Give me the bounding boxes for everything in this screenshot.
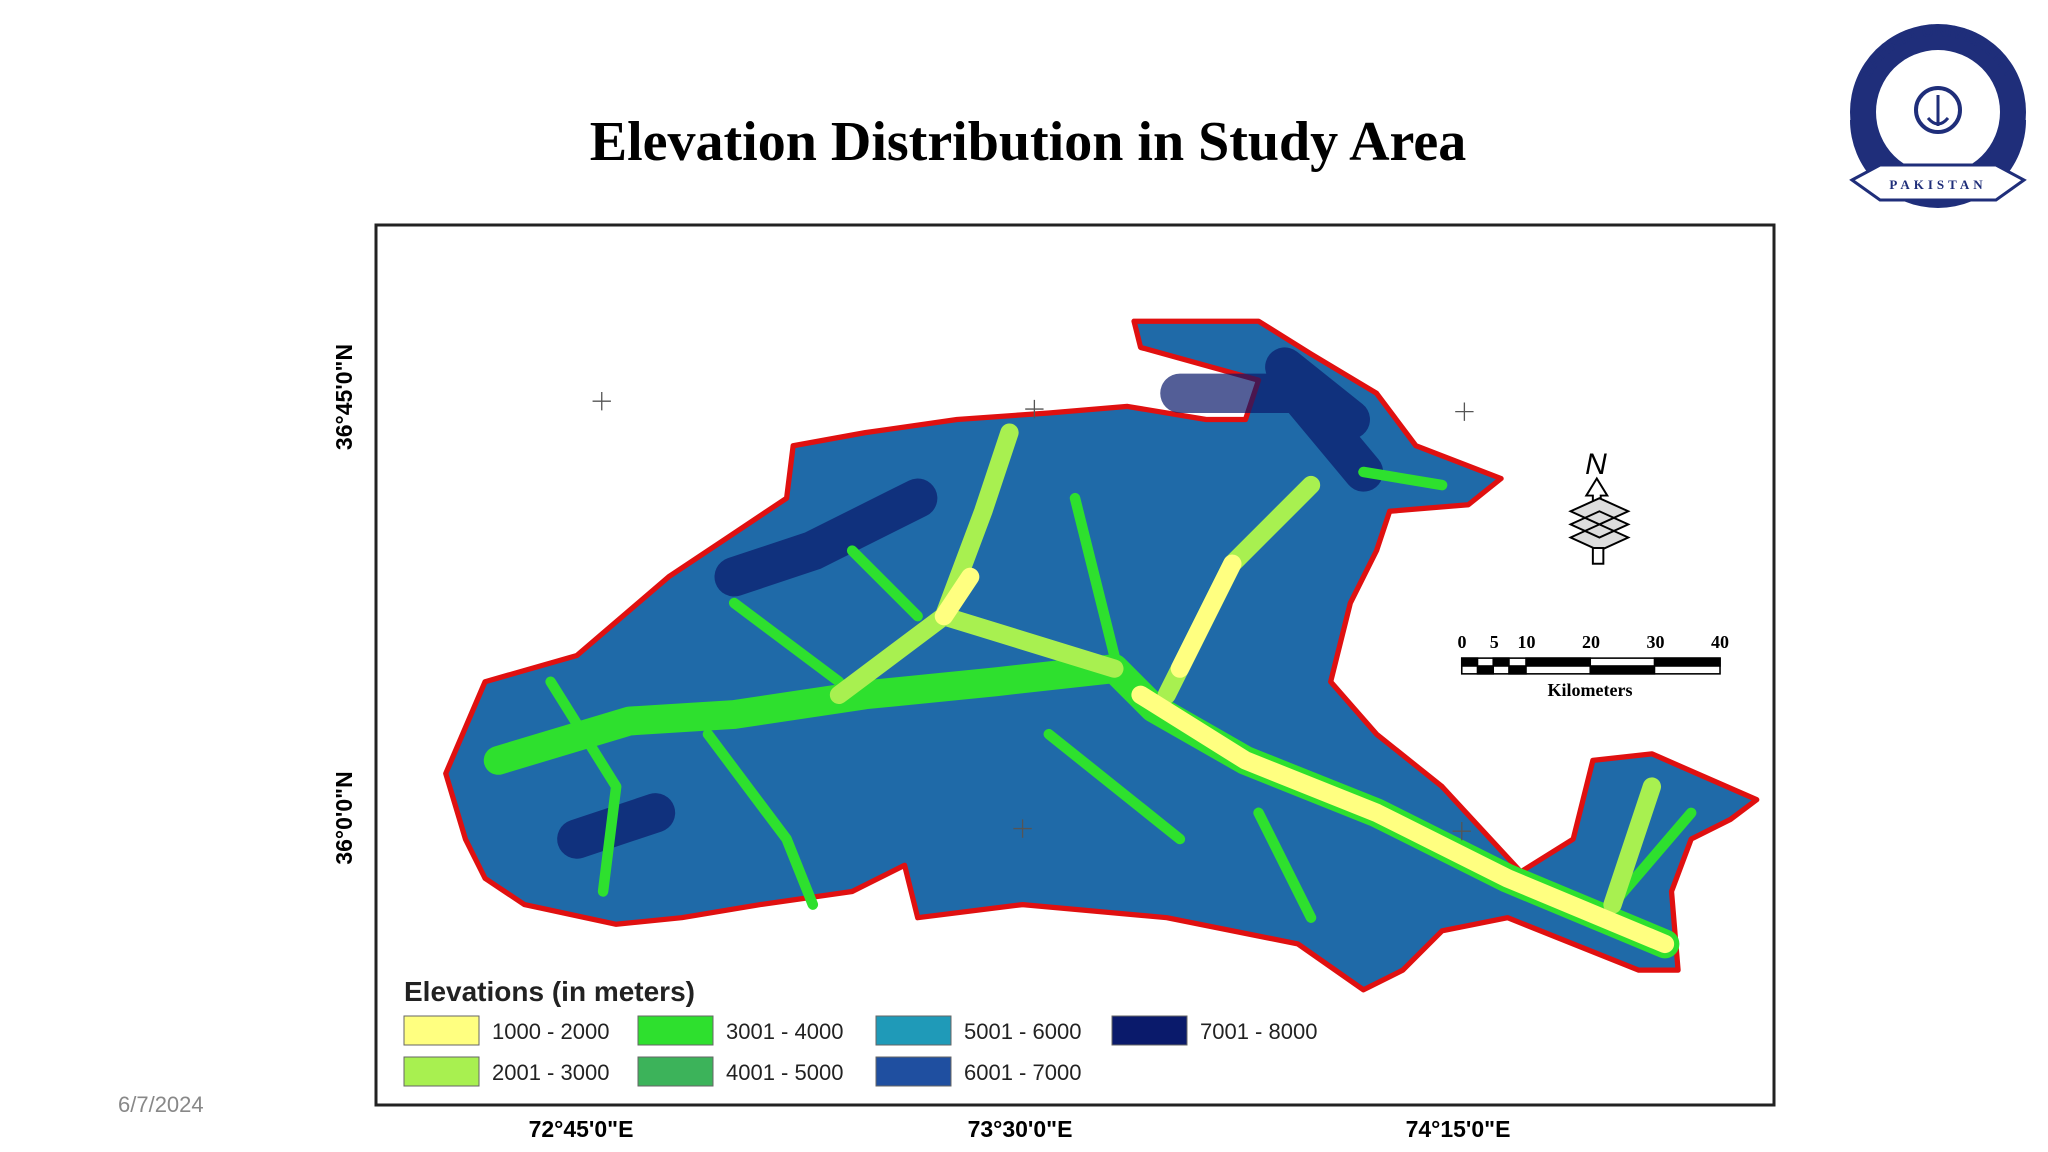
scale-unit: Kilometers	[1548, 680, 1633, 700]
scale-labels: 0 5 10 20 30 40	[1458, 632, 1730, 652]
scale-bar-graphic	[1460, 657, 1721, 675]
footer-date: 6/7/2024	[118, 1092, 204, 1117]
legend-label: 2001 - 3000	[492, 1060, 609, 1085]
legend-label: 4001 - 5000	[726, 1060, 843, 1085]
legend-label: 5001 - 6000	[964, 1019, 1081, 1044]
slide-title: Elevation Distribution in Study Area	[590, 111, 1466, 173]
legend-swatch	[1111, 1015, 1188, 1046]
scale-label: 40	[1711, 632, 1729, 652]
legend-swatch	[637, 1056, 714, 1087]
legend-title: Elevations (in meters)	[404, 976, 695, 1007]
north-label: N	[1585, 448, 1607, 481]
terrain	[483, 347, 1697, 959]
legend-label: 1000 - 2000	[492, 1019, 609, 1044]
scale-label: 20	[1582, 632, 1600, 652]
lon-label: 74°15'0"E	[1406, 1116, 1511, 1142]
scale-label: 30	[1647, 632, 1665, 652]
legend-swatch	[875, 1056, 952, 1087]
legend-label: 6001 - 7000	[964, 1060, 1081, 1085]
axis-labels: 72°45'0"E 73°30'0"E 74°15'0"E 36°45'0"N …	[331, 344, 1510, 1142]
lon-label: 72°45'0"E	[529, 1116, 634, 1142]
map	[443, 318, 1760, 993]
scale-label: 5	[1490, 632, 1499, 652]
logo: BAHRIA UNIVERSITY PAKISTAN	[1849, 21, 2027, 208]
legend-swatch	[403, 1015, 480, 1046]
scale-label: 10	[1518, 632, 1536, 652]
lat-label: 36°45'0"N	[331, 344, 357, 450]
north-arrow	[1568, 476, 1631, 565]
logo-bottom-text: PAKISTAN	[1889, 177, 1986, 192]
legend-label: 7001 - 8000	[1200, 1019, 1317, 1044]
legend-swatch	[637, 1015, 714, 1046]
scale-label: 0	[1458, 632, 1467, 652]
legend-swatch	[403, 1056, 480, 1087]
lon-label: 73°30'0"E	[968, 1116, 1073, 1142]
lat-label: 36°0'0"N	[331, 771, 357, 864]
legend-label: 3001 - 4000	[726, 1019, 843, 1044]
legend-swatch	[875, 1015, 952, 1046]
graticule-marks	[592, 391, 1474, 841]
legend: 1000 - 2000 2001 - 3000 3001 - 4000 4001 - …	[403, 1015, 1317, 1087]
